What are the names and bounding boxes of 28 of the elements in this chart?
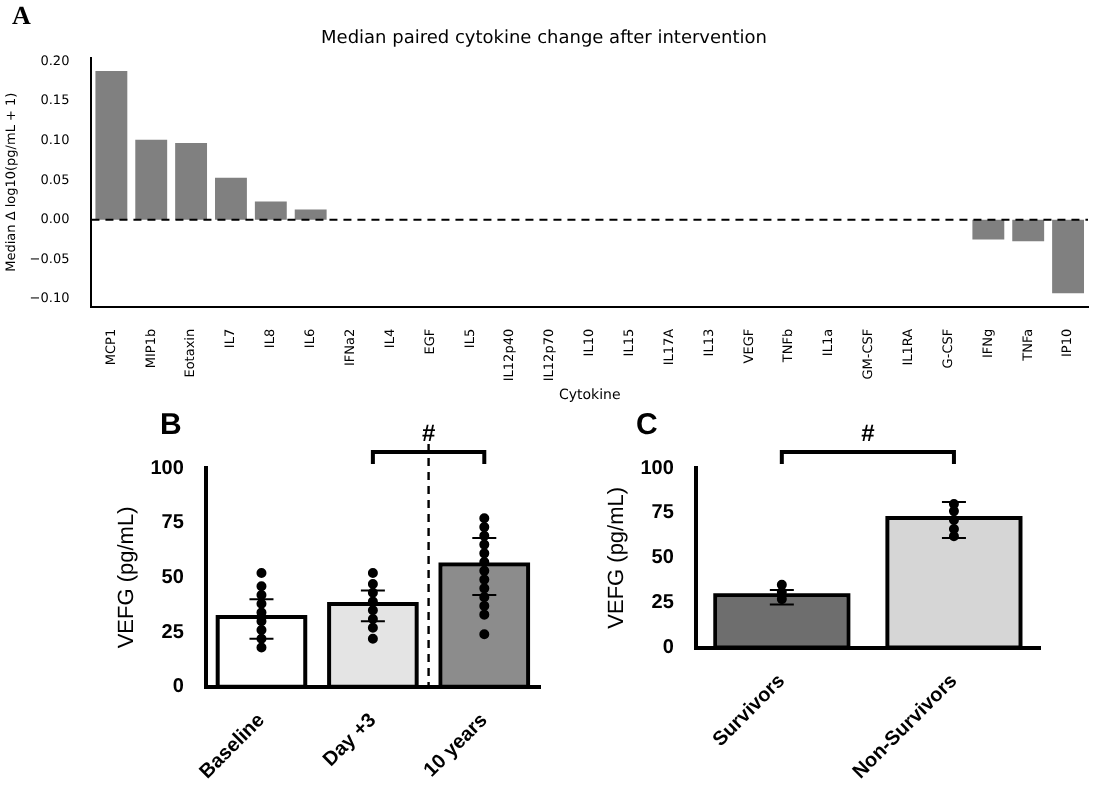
- bar: [215, 177, 247, 220]
- bar: [972, 219, 1005, 240]
- y-tick-label: 75: [161, 512, 185, 535]
- bar: [294, 209, 327, 220]
- text: B: [160, 408, 182, 442]
- chart-title: Median paired cytokine change after intervention: [321, 29, 767, 50]
- text: #: [421, 418, 436, 447]
- y-axis-title: VEFG (pg/mL): [115, 506, 140, 649]
- text: C: [636, 408, 658, 442]
- y-tick-label: 25: [161, 621, 185, 644]
- y-tick-label: 75: [651, 502, 675, 525]
- bar: [1012, 219, 1045, 242]
- y-tick-label: 0: [662, 637, 675, 660]
- bar: [254, 201, 287, 220]
- y-axis-title: VEFG (pg/mL): [605, 486, 630, 629]
- text: #: [861, 418, 876, 447]
- y-tick-label: 50: [651, 547, 675, 570]
- bar: [1052, 219, 1085, 294]
- y-tick-label: 0: [172, 676, 185, 699]
- y-tick-label: 50: [161, 566, 185, 589]
- y-tick-label: 100: [640, 457, 675, 480]
- bar: [175, 143, 208, 220]
- y-tick-label: 25: [651, 592, 675, 615]
- bar: [135, 139, 168, 220]
- x-tick-label: Day +3: [319, 709, 382, 772]
- y-tick-label: 100: [150, 457, 185, 480]
- text: A: [12, 0, 31, 32]
- bar: [95, 71, 128, 220]
